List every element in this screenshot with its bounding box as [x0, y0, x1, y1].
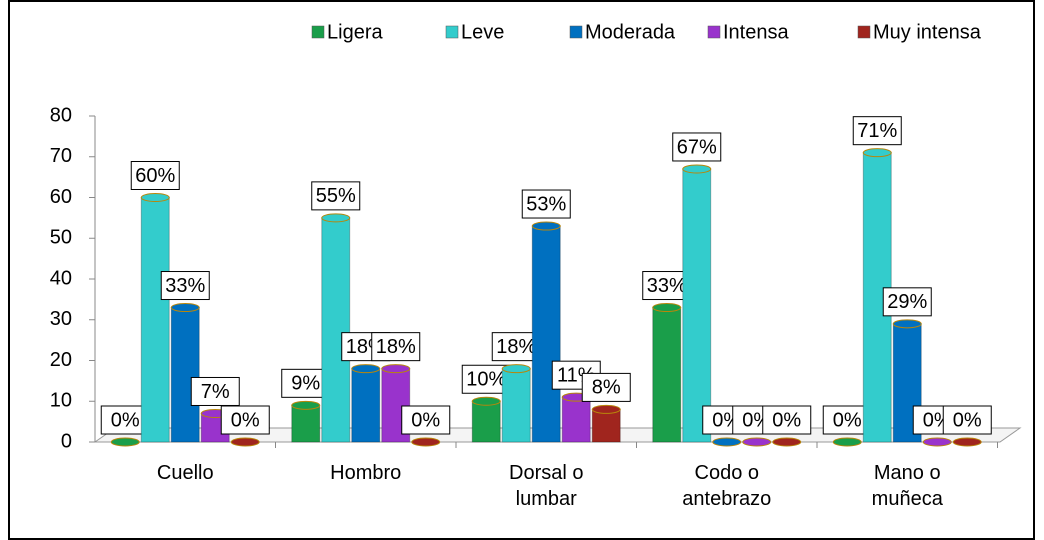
data-label: 10%	[466, 369, 506, 391]
bar-cap	[351, 364, 381, 374]
data-label: 67%	[677, 136, 717, 158]
label-box	[521, 189, 571, 219]
data-label: 0%	[953, 409, 982, 431]
label-box	[852, 116, 902, 146]
label-box	[190, 376, 240, 406]
y-tick-label: 50	[50, 227, 72, 249]
label-box	[672, 132, 722, 162]
bar-cap	[832, 437, 862, 447]
x-tick-label: Codo o antebrazo	[682, 462, 772, 510]
data-label: 71%	[857, 120, 897, 142]
bar	[501, 368, 531, 443]
legend-swatch	[569, 25, 583, 39]
bar-cap	[652, 303, 682, 313]
legend-swatch	[311, 25, 325, 39]
bar	[591, 408, 621, 443]
data-label: 33%	[165, 275, 205, 297]
x-tick-label: Cuello	[156, 462, 214, 484]
bar-cap	[922, 437, 952, 447]
data-label: 18%	[376, 336, 416, 358]
bar	[140, 197, 170, 443]
bar	[170, 307, 200, 443]
bar-cap	[712, 437, 742, 447]
bar-cap	[531, 221, 561, 231]
bar	[652, 307, 682, 443]
y-tick-label: 30	[50, 308, 72, 330]
bar-cap	[291, 400, 321, 410]
bar	[291, 404, 321, 443]
y-tick-label: 80	[50, 104, 72, 126]
label-box	[882, 287, 932, 317]
data-label: 55%	[316, 185, 356, 207]
bar	[561, 396, 591, 443]
bar-cap	[591, 404, 621, 414]
data-label: 18%	[496, 336, 536, 358]
label-box	[942, 405, 992, 435]
y-tick-label: 60	[50, 186, 72, 208]
legend-label: Muy intensa	[873, 21, 982, 43]
data-label: 0%	[833, 409, 862, 431]
bar-cap	[381, 364, 411, 374]
x-tick-label: Mano o muñeca	[871, 462, 943, 510]
y-tick-label: 40	[50, 267, 72, 289]
bar	[321, 217, 351, 443]
label-box	[220, 405, 270, 435]
legend-swatch	[857, 25, 871, 39]
label-box	[371, 332, 421, 362]
bar-cap	[501, 364, 531, 374]
bar-cap	[862, 148, 892, 158]
label-box	[130, 161, 180, 190]
bar-cap	[170, 303, 200, 313]
data-label: 0%	[411, 409, 440, 431]
data-label: 60%	[135, 165, 175, 187]
x-tick-label: Hombro	[330, 462, 402, 484]
data-label: 7%	[201, 381, 230, 403]
y-tick-label: 0	[61, 430, 72, 452]
bar-cap	[140, 193, 170, 202]
legend-swatch	[445, 25, 459, 39]
y-tick-label: 20	[50, 349, 72, 371]
bar-cap	[411, 437, 441, 447]
bar-cap	[742, 437, 772, 447]
label-box	[311, 181, 361, 211]
x-tick-label: Dorsal o lumbar	[509, 462, 584, 510]
bar-cap	[682, 164, 712, 174]
data-label: 9%	[291, 373, 320, 395]
data-label: 29%	[887, 291, 927, 313]
data-label: 0%	[772, 409, 801, 431]
bar-cap	[110, 437, 140, 447]
legend-swatch	[707, 25, 721, 39]
data-label: 33%	[647, 275, 687, 297]
bar	[682, 168, 712, 443]
data-label: 8%	[592, 377, 621, 399]
y-tick-label: 10	[50, 390, 72, 412]
bar-cap	[952, 437, 982, 447]
bar	[351, 368, 381, 443]
bar-cap	[471, 396, 501, 406]
y-tick-label: 70	[50, 145, 72, 167]
bar-cap	[772, 437, 802, 447]
data-label: 53%	[526, 193, 566, 215]
bar-cap	[892, 319, 922, 329]
data-label: 0%	[111, 409, 140, 431]
legend-label: Leve	[461, 21, 504, 43]
legend-label: Ligera	[327, 21, 383, 43]
legend-label: Moderada	[585, 21, 676, 43]
bar-cap	[321, 213, 351, 223]
data-label: 0%	[231, 409, 260, 431]
frame-border	[8, 0, 1035, 540]
bar-cap	[230, 437, 260, 447]
label-box	[401, 405, 451, 435]
label-box	[762, 405, 812, 435]
bar	[471, 400, 501, 443]
label-box	[581, 372, 631, 402]
bar	[531, 225, 561, 443]
legend-label: Intensa	[723, 21, 789, 43]
label-box	[160, 271, 210, 301]
